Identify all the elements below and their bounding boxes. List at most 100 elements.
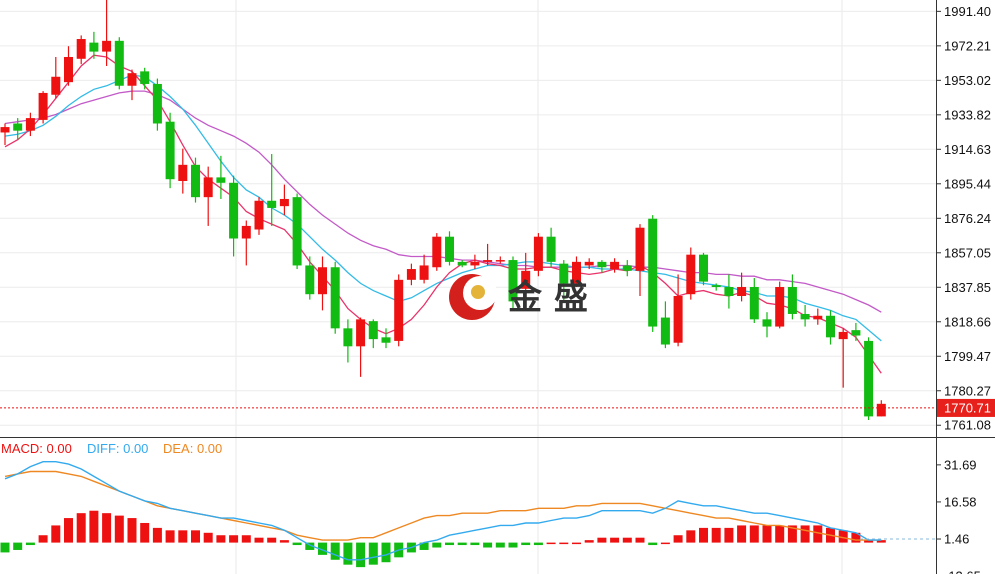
macd-bar xyxy=(356,542,366,568)
macd-bar xyxy=(495,542,505,548)
candle-body xyxy=(165,121,175,180)
candle-body xyxy=(381,337,391,343)
candle xyxy=(89,31,99,59)
candle-body xyxy=(775,287,785,327)
candle-body xyxy=(699,254,708,282)
candle-body xyxy=(559,263,569,284)
macd-tick-label: -13.65 xyxy=(944,569,981,574)
macd-bar xyxy=(318,542,327,555)
macd-bar xyxy=(368,542,378,565)
macd-bar xyxy=(51,525,61,543)
macd-bar xyxy=(279,540,289,543)
candle xyxy=(152,78,162,131)
brand-watermark: 金 盛 xyxy=(449,274,588,320)
candle-body xyxy=(483,260,493,262)
candle-body xyxy=(406,269,416,280)
candle xyxy=(76,35,86,65)
candle-body xyxy=(254,200,264,230)
legend-dea: DEA: 0.00 xyxy=(163,441,222,456)
candle-body xyxy=(127,73,137,86)
candle-body xyxy=(724,287,734,296)
candle-body xyxy=(521,270,531,289)
candle-body xyxy=(610,261,620,270)
candle xyxy=(343,319,353,363)
candle xyxy=(216,155,226,199)
candle-body xyxy=(152,83,162,124)
macd-bar xyxy=(152,527,162,543)
candle-body xyxy=(749,287,759,320)
macd-bar xyxy=(597,537,607,543)
candle xyxy=(305,256,315,300)
candle-body xyxy=(76,39,86,59)
macd-legend: MACD: 0.00 DIFF: 0.00 DEA: 0.00 xyxy=(1,441,222,456)
price-tick-label: 1780.27 xyxy=(944,383,991,398)
macd-lines xyxy=(4,461,882,561)
candle xyxy=(445,231,454,266)
candle xyxy=(635,224,645,296)
candle-body xyxy=(495,260,505,262)
candle xyxy=(381,328,391,349)
candle-body xyxy=(51,76,61,95)
candle-body xyxy=(25,118,35,131)
macd-bar xyxy=(292,542,302,546)
macd-bar xyxy=(457,542,467,546)
macd-bar xyxy=(64,518,73,543)
candle-body xyxy=(787,287,797,314)
macd-bar xyxy=(648,542,658,546)
candle-body xyxy=(813,315,823,320)
macd-bar xyxy=(343,542,353,565)
candle-body xyxy=(13,123,23,131)
price-tick-label: 1837.85 xyxy=(944,280,991,295)
price-tick-label: 1761.08 xyxy=(944,418,991,433)
macd-y-axis: 31.69 16.58 1.46 -13.65 xyxy=(860,457,981,574)
candle-body xyxy=(432,236,442,268)
candle-body xyxy=(457,261,467,266)
candle-body xyxy=(356,319,366,347)
candle xyxy=(762,312,772,338)
macd-bar xyxy=(572,542,581,545)
legend-diff: DIFF: 0.00 xyxy=(87,441,148,456)
candle xyxy=(546,227,556,268)
macd-bar xyxy=(813,525,823,543)
candle-body xyxy=(838,331,848,340)
candle-body xyxy=(648,218,658,327)
macd-bar xyxy=(508,542,518,548)
candle xyxy=(787,274,797,320)
macd-bar xyxy=(229,535,239,543)
candle-body xyxy=(178,164,188,181)
candle-body xyxy=(572,261,581,284)
macd-bar xyxy=(673,535,683,543)
candle-body xyxy=(394,279,404,341)
candle xyxy=(597,260,607,273)
candle xyxy=(737,272,747,302)
candle-body xyxy=(191,164,200,198)
candle-body xyxy=(292,197,302,266)
macd-bar xyxy=(838,530,848,543)
candle-body xyxy=(229,182,239,239)
macd-bar xyxy=(775,525,785,543)
macd-bar xyxy=(267,537,277,543)
candle xyxy=(686,247,696,300)
candle-body xyxy=(851,330,861,336)
candle xyxy=(254,197,264,235)
candle-body xyxy=(203,177,213,198)
moving-average-lines xyxy=(4,54,882,374)
candle xyxy=(394,274,404,347)
candle-body xyxy=(279,198,289,207)
macd-bar xyxy=(89,510,99,543)
brand-logo-coin-icon xyxy=(471,285,485,299)
price-tick-label: 1933.82 xyxy=(944,107,991,122)
candle xyxy=(292,193,302,270)
candle xyxy=(330,261,340,334)
candle-body xyxy=(800,313,810,320)
candle xyxy=(318,256,327,311)
candle-body xyxy=(0,127,10,133)
candle xyxy=(114,37,124,90)
price-tick-label: 1972.21 xyxy=(944,38,991,53)
candle-body xyxy=(876,403,886,417)
candle-body xyxy=(762,319,772,327)
candle xyxy=(165,112,175,189)
legend-macd: MACD: 0.00 xyxy=(1,441,72,456)
candle xyxy=(724,274,734,309)
candle-body xyxy=(584,261,594,266)
